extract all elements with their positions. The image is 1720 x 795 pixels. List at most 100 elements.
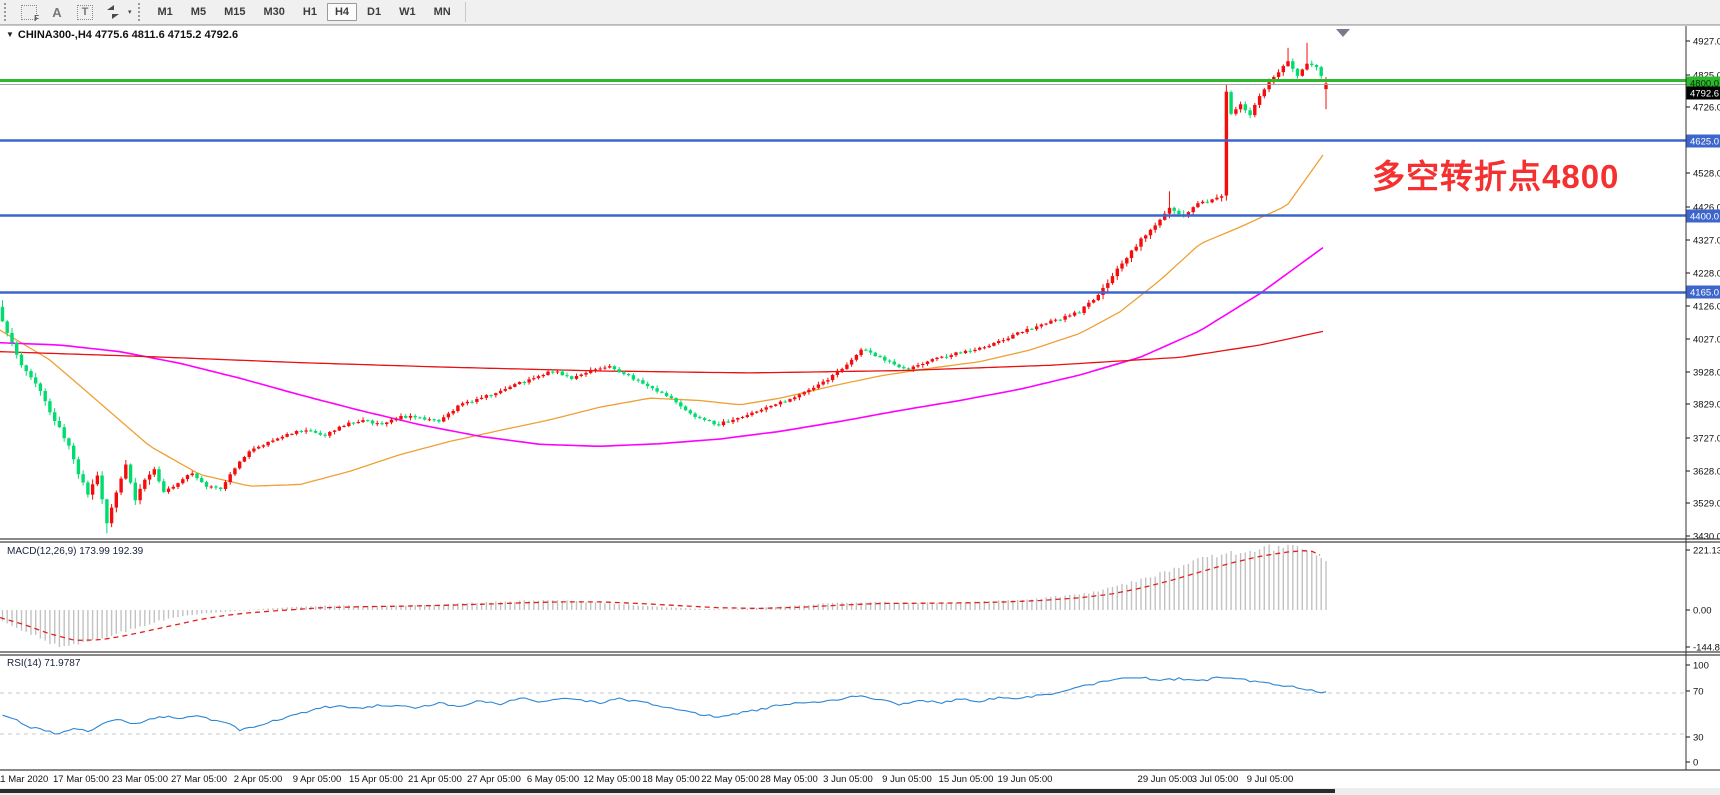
macd-bar — [504, 601, 506, 610]
candle-body — [1144, 235, 1148, 239]
candle-body — [517, 382, 522, 385]
candle-body — [356, 422, 360, 424]
candle-body — [997, 341, 1001, 343]
candle-body — [29, 371, 33, 378]
candle-body — [1120, 263, 1124, 269]
price-axis-label: 4126.0 — [1693, 301, 1720, 312]
time-axis-label: 9 Jun 05:00 — [882, 774, 932, 785]
macd-bar — [6, 610, 8, 624]
candle-body — [1053, 319, 1058, 321]
candle-body — [864, 349, 868, 351]
macd-bar — [628, 604, 630, 610]
macd-bar — [167, 610, 170, 619]
candle-body — [285, 434, 289, 437]
candle-body — [181, 479, 185, 484]
horizontal-scrollbar[interactable] — [0, 788, 1720, 795]
tf-button-h1[interactable]: H1 — [302, 6, 317, 18]
tf-button-d1[interactable]: D1 — [367, 6, 382, 18]
tf-button-m5[interactable]: M5 — [190, 6, 207, 18]
candle-body — [712, 420, 716, 425]
tf-button-m15[interactable]: M15 — [224, 6, 246, 18]
scrollbar-thumb[interactable] — [0, 789, 1335, 793]
macd-bar — [186, 610, 189, 616]
candle-body — [228, 474, 232, 483]
candle-body — [925, 361, 930, 364]
candle-body — [1134, 246, 1138, 251]
arrow-style-icon[interactable] — [102, 3, 124, 22]
macd-bar — [898, 602, 900, 610]
candle-body — [750, 412, 754, 416]
macd-bar — [936, 602, 938, 610]
label-a-icon[interactable]: A — [46, 3, 68, 22]
macd-bar — [537, 600, 540, 610]
price-badge-label: 4792.6 — [1690, 89, 1719, 100]
candle-body — [195, 473, 199, 479]
toolbar-grip[interactable] — [4, 3, 11, 21]
candle-body — [944, 356, 949, 358]
macd-bar — [1197, 558, 1199, 610]
candle-body — [992, 343, 996, 346]
candle-body — [740, 417, 745, 418]
macd-bar — [424, 605, 426, 610]
macd-bar — [983, 601, 986, 610]
macd-bar — [670, 607, 673, 610]
macd-bar — [182, 610, 184, 616]
candle-body — [627, 374, 631, 376]
candle-body — [342, 426, 346, 427]
macd-bar — [680, 608, 682, 610]
macd-bar — [689, 608, 691, 610]
price-annotation-text[interactable]: 多空转折点4800 — [1372, 158, 1620, 195]
macd-bar — [1026, 599, 1028, 610]
price-axis-label: 4426.0 — [1693, 202, 1720, 213]
shift-end-marker-icon[interactable] — [1336, 29, 1350, 37]
tf-button-m1[interactable]: M1 — [157, 6, 173, 18]
text-box-icon[interactable]: T — [74, 3, 96, 22]
macd-bar — [765, 607, 767, 610]
macd-bar — [276, 607, 279, 610]
macd-bar — [172, 610, 174, 618]
tf-button-w1[interactable]: W1 — [399, 6, 416, 18]
candle-body — [982, 347, 987, 349]
candle-body — [479, 397, 484, 399]
tf-button-mn[interactable]: MN — [433, 6, 451, 18]
time-axis-label: 2 Apr 05:00 — [234, 774, 283, 785]
macd-bar — [457, 603, 459, 610]
candle-body — [370, 420, 375, 424]
candle-body — [128, 464, 133, 483]
frame-f-icon[interactable]: F — [18, 3, 40, 23]
macd-bar — [158, 610, 160, 621]
macd-bar — [196, 610, 198, 615]
dropdown-caret-icon[interactable]: ▾ — [128, 9, 132, 16]
macd-bar — [461, 603, 464, 610]
candle-body — [987, 345, 991, 348]
macd-bar — [438, 604, 440, 610]
candle-body — [660, 391, 664, 393]
macd-bar — [125, 610, 127, 633]
macd-bar — [229, 610, 231, 612]
candle-body — [1177, 210, 1181, 215]
candle-body — [100, 475, 104, 500]
candle-body — [959, 352, 963, 354]
macd-bar — [305, 606, 307, 610]
candle-body — [1248, 110, 1252, 116]
candle-body — [1314, 65, 1319, 68]
candle-body — [152, 469, 156, 475]
collapse-triangle-icon[interactable]: ▼ — [6, 30, 14, 39]
macd-bar — [732, 609, 734, 610]
macd-bar — [452, 603, 454, 610]
candle-body — [1091, 300, 1096, 303]
tf-button-m30[interactable]: M30 — [263, 6, 285, 18]
toolbar-grip[interactable] — [137, 3, 145, 21]
tf-button-h4[interactable]: H4 — [326, 3, 358, 21]
time-axis-label: 28 May 05:00 — [760, 774, 818, 785]
candle-body — [1319, 67, 1323, 76]
time-axis-label: 22 May 05:00 — [701, 774, 759, 785]
macd-bar — [1164, 571, 1166, 610]
macd-bar — [651, 606, 654, 610]
chart-canvas[interactable]: 4927.0 4825.0 4726.0 4528.0 4426.0 4327.0 4228… — [0, 25, 1720, 795]
macd-bar — [585, 602, 587, 610]
frame-f-letter: F — [34, 13, 39, 23]
time-axis-label: 21 Apr 05:00 — [408, 774, 462, 785]
macd-bar — [1088, 593, 1090, 610]
macd-bar — [699, 608, 701, 610]
